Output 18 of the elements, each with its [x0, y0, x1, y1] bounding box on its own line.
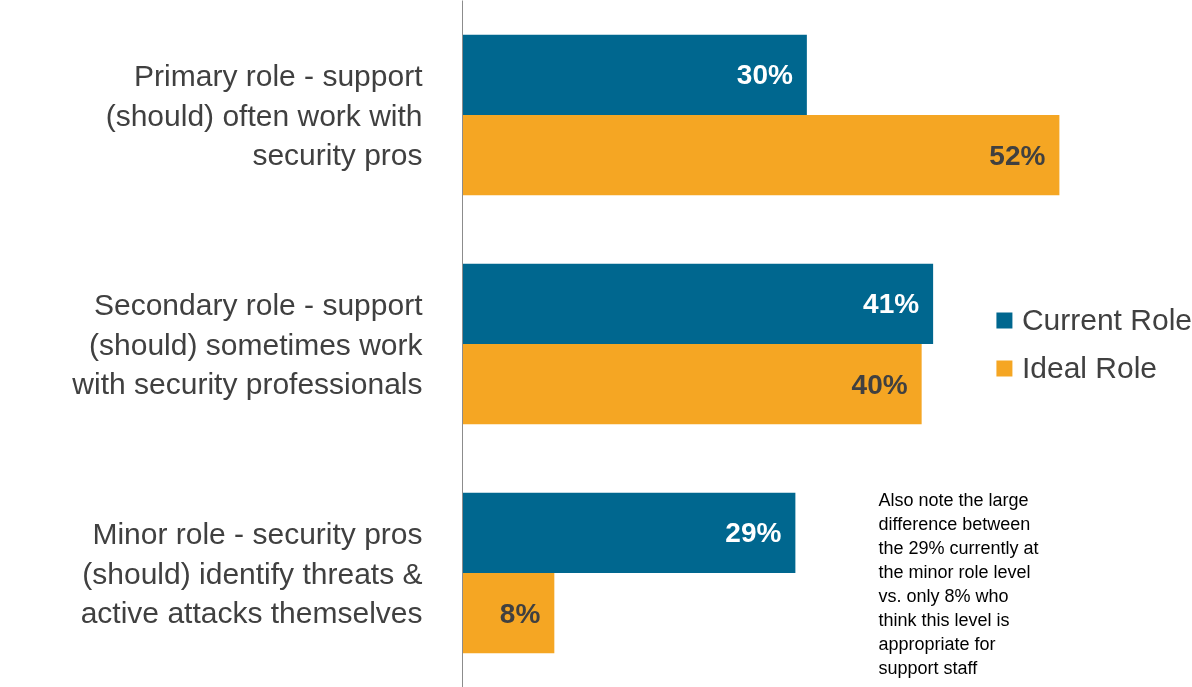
bar: [462, 34, 807, 115]
bar: [462, 263, 934, 344]
bar: [462, 115, 1060, 196]
data-label: 40%: [851, 368, 908, 400]
legend-label: Ideal Role: [1021, 350, 1158, 385]
legend-label: Current Role: [1021, 302, 1192, 337]
bar: [462, 344, 922, 425]
data-label: 8%: [499, 597, 541, 629]
data-label: 29%: [725, 517, 782, 549]
data-label: 52%: [989, 139, 1046, 171]
y-tick-label: Secondary role - support (should) sometimes work with security professionals: [71, 287, 424, 401]
y-tick-label: Minor role - security pros (should) identify threats & active attacks themselves: [80, 516, 423, 630]
data-label: 41%: [863, 288, 920, 320]
y-tick-label: Primary role - support (should) often work with security pros: [105, 58, 424, 172]
bar: [462, 492, 796, 573]
bar: [462, 573, 555, 654]
annotation: Also note the large difference between the 29% currently at the minor role level vs. only 8% who think this level is appropriate for support staff: [878, 489, 1039, 678]
data-label: 30%: [736, 59, 793, 91]
